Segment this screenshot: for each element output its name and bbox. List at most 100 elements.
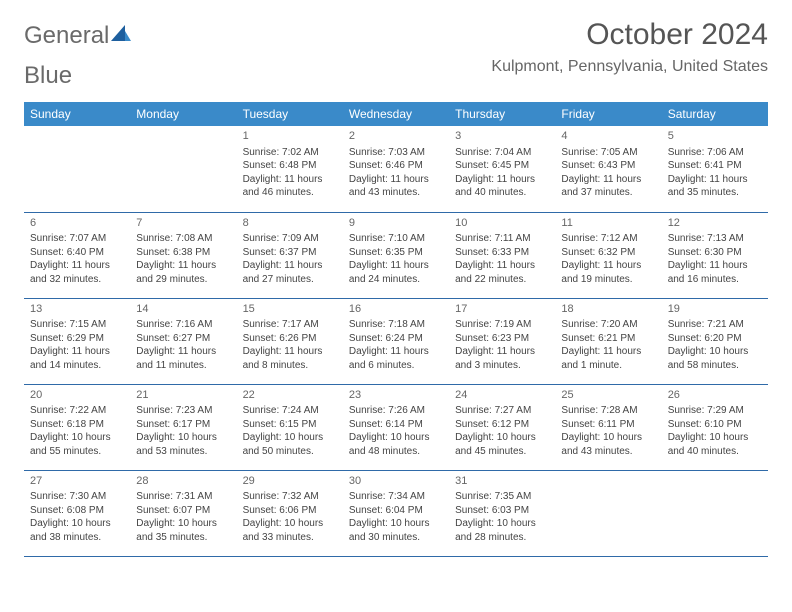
day-number: 7	[136, 216, 230, 231]
daylight-text-2: and 30 minutes.	[349, 531, 443, 545]
sunset-text: Sunset: 6:10 PM	[668, 418, 762, 432]
daylight-text-2: and 32 minutes.	[30, 273, 124, 287]
sunset-text: Sunset: 6:15 PM	[243, 418, 337, 432]
calendar-day-cell: 29Sunrise: 7:32 AMSunset: 6:06 PMDayligh…	[237, 470, 343, 556]
daylight-text-1: Daylight: 10 hours	[561, 431, 655, 445]
daylight-text-1: Daylight: 10 hours	[668, 345, 762, 359]
location: Kulpmont, Pennsylvania, United States	[491, 58, 768, 76]
daylight-text-1: Daylight: 11 hours	[668, 259, 762, 273]
day-number: 4	[561, 129, 655, 144]
sunset-text: Sunset: 6:17 PM	[136, 418, 230, 432]
calendar-day-cell: 7Sunrise: 7:08 AMSunset: 6:38 PMDaylight…	[130, 212, 236, 298]
sunset-text: Sunset: 6:27 PM	[136, 332, 230, 346]
daylight-text-1: Daylight: 11 hours	[455, 345, 549, 359]
calendar-day-cell: 6Sunrise: 7:07 AMSunset: 6:40 PMDaylight…	[24, 212, 130, 298]
calendar-day-cell: 26Sunrise: 7:29 AMSunset: 6:10 PMDayligh…	[662, 384, 768, 470]
sunrise-text: Sunrise: 7:24 AM	[243, 404, 337, 418]
sunrise-text: Sunrise: 7:34 AM	[349, 490, 443, 504]
daylight-text-2: and 35 minutes.	[668, 186, 762, 200]
month-title: October 2024	[491, 18, 768, 52]
daylight-text-2: and 37 minutes.	[561, 186, 655, 200]
calendar-day-cell: 19Sunrise: 7:21 AMSunset: 6:20 PMDayligh…	[662, 298, 768, 384]
sunrise-text: Sunrise: 7:10 AM	[349, 232, 443, 246]
calendar-day-cell: 25Sunrise: 7:28 AMSunset: 6:11 PMDayligh…	[555, 384, 661, 470]
day-number: 15	[243, 302, 337, 317]
daylight-text-1: Daylight: 11 hours	[561, 173, 655, 187]
daylight-text-1: Daylight: 11 hours	[349, 259, 443, 273]
sunset-text: Sunset: 6:37 PM	[243, 246, 337, 260]
calendar-day-cell: 4Sunrise: 7:05 AMSunset: 6:43 PMDaylight…	[555, 126, 661, 212]
daylight-text-1: Daylight: 11 hours	[30, 345, 124, 359]
daylight-text-1: Daylight: 11 hours	[243, 259, 337, 273]
calendar-table: SundayMondayTuesdayWednesdayThursdayFrid…	[24, 102, 768, 557]
sunrise-text: Sunrise: 7:04 AM	[455, 146, 549, 160]
sunset-text: Sunset: 6:23 PM	[455, 332, 549, 346]
day-number: 17	[455, 302, 549, 317]
sunrise-text: Sunrise: 7:29 AM	[668, 404, 762, 418]
sunset-text: Sunset: 6:04 PM	[349, 504, 443, 518]
calendar-day-cell: 12Sunrise: 7:13 AMSunset: 6:30 PMDayligh…	[662, 212, 768, 298]
sunrise-text: Sunrise: 7:09 AM	[243, 232, 337, 246]
sunset-text: Sunset: 6:26 PM	[243, 332, 337, 346]
calendar-day-cell: 16Sunrise: 7:18 AMSunset: 6:24 PMDayligh…	[343, 298, 449, 384]
sunset-text: Sunset: 6:48 PM	[243, 159, 337, 173]
daylight-text-2: and 3 minutes.	[455, 359, 549, 373]
day-number: 5	[668, 129, 762, 144]
day-number: 6	[30, 216, 124, 231]
daylight-text-2: and 46 minutes.	[243, 186, 337, 200]
daylight-text-1: Daylight: 10 hours	[30, 431, 124, 445]
calendar-day-cell: 13Sunrise: 7:15 AMSunset: 6:29 PMDayligh…	[24, 298, 130, 384]
calendar-empty-cell	[662, 470, 768, 556]
day-number: 13	[30, 302, 124, 317]
calendar-day-cell: 14Sunrise: 7:16 AMSunset: 6:27 PMDayligh…	[130, 298, 236, 384]
logo-sail-icon	[111, 22, 131, 50]
calendar-day-cell: 21Sunrise: 7:23 AMSunset: 6:17 PMDayligh…	[130, 384, 236, 470]
weekday-header: Friday	[555, 102, 661, 126]
daylight-text-1: Daylight: 11 hours	[349, 173, 443, 187]
daylight-text-2: and 40 minutes.	[455, 186, 549, 200]
sunrise-text: Sunrise: 7:23 AM	[136, 404, 230, 418]
daylight-text-1: Daylight: 10 hours	[455, 431, 549, 445]
sunrise-text: Sunrise: 7:21 AM	[668, 318, 762, 332]
calendar-day-cell: 3Sunrise: 7:04 AMSunset: 6:45 PMDaylight…	[449, 126, 555, 212]
daylight-text-1: Daylight: 10 hours	[455, 517, 549, 531]
daylight-text-2: and 35 minutes.	[136, 531, 230, 545]
daylight-text-1: Daylight: 11 hours	[668, 173, 762, 187]
daylight-text-2: and 8 minutes.	[243, 359, 337, 373]
sunset-text: Sunset: 6:14 PM	[349, 418, 443, 432]
calendar-day-cell: 5Sunrise: 7:06 AMSunset: 6:41 PMDaylight…	[662, 126, 768, 212]
calendar-day-cell: 9Sunrise: 7:10 AMSunset: 6:35 PMDaylight…	[343, 212, 449, 298]
weekday-header: Thursday	[449, 102, 555, 126]
calendar-day-cell: 18Sunrise: 7:20 AMSunset: 6:21 PMDayligh…	[555, 298, 661, 384]
daylight-text-2: and 6 minutes.	[349, 359, 443, 373]
sunset-text: Sunset: 6:35 PM	[349, 246, 443, 260]
day-number: 2	[349, 129, 443, 144]
daylight-text-2: and 48 minutes.	[349, 445, 443, 459]
calendar-day-cell: 23Sunrise: 7:26 AMSunset: 6:14 PMDayligh…	[343, 384, 449, 470]
sunrise-text: Sunrise: 7:20 AM	[561, 318, 655, 332]
day-number: 29	[243, 474, 337, 489]
daylight-text-1: Daylight: 10 hours	[349, 431, 443, 445]
day-number: 12	[668, 216, 762, 231]
calendar-day-cell: 1Sunrise: 7:02 AMSunset: 6:48 PMDaylight…	[237, 126, 343, 212]
daylight-text-2: and 50 minutes.	[243, 445, 337, 459]
daylight-text-2: and 24 minutes.	[349, 273, 443, 287]
daylight-text-1: Daylight: 11 hours	[243, 173, 337, 187]
day-number: 20	[30, 388, 124, 403]
daylight-text-1: Daylight: 11 hours	[455, 259, 549, 273]
weekday-header: Saturday	[662, 102, 768, 126]
day-number: 24	[455, 388, 549, 403]
sunset-text: Sunset: 6:33 PM	[455, 246, 549, 260]
day-number: 28	[136, 474, 230, 489]
sunset-text: Sunset: 6:21 PM	[561, 332, 655, 346]
calendar-day-cell: 8Sunrise: 7:09 AMSunset: 6:37 PMDaylight…	[237, 212, 343, 298]
weekday-header-row: SundayMondayTuesdayWednesdayThursdayFrid…	[24, 102, 768, 126]
sunset-text: Sunset: 6:29 PM	[30, 332, 124, 346]
daylight-text-1: Daylight: 11 hours	[136, 345, 230, 359]
sunset-text: Sunset: 6:32 PM	[561, 246, 655, 260]
daylight-text-2: and 38 minutes.	[30, 531, 124, 545]
calendar-day-cell: 10Sunrise: 7:11 AMSunset: 6:33 PMDayligh…	[449, 212, 555, 298]
calendar-empty-cell	[24, 126, 130, 212]
daylight-text-2: and 11 minutes.	[136, 359, 230, 373]
daylight-text-1: Daylight: 11 hours	[30, 259, 124, 273]
